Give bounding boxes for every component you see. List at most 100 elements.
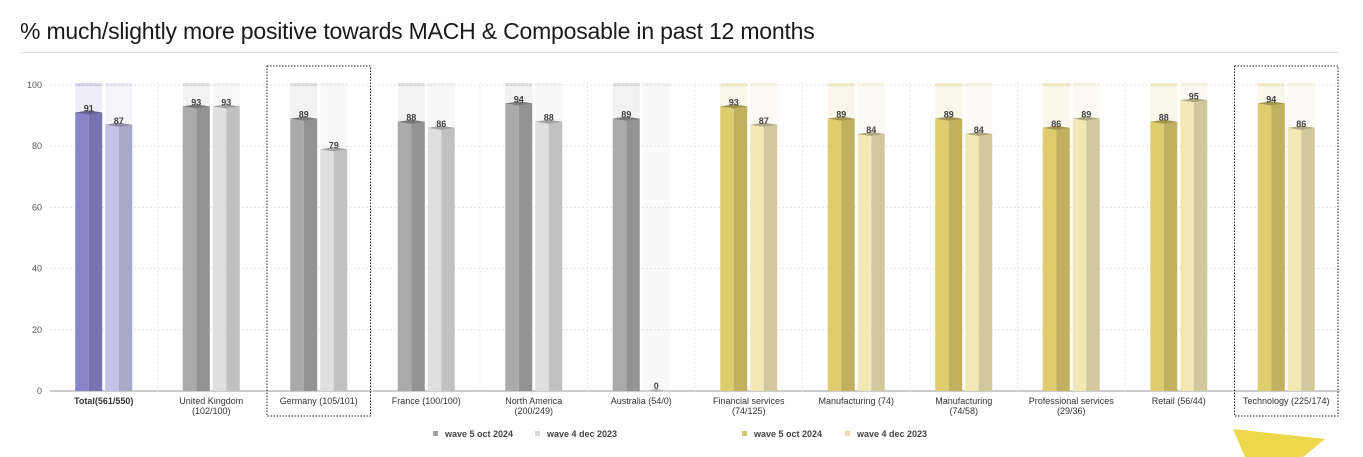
decorative-shape xyxy=(1233,429,1325,457)
bar-left-face xyxy=(105,124,119,391)
y-tick-label: 40 xyxy=(32,264,42,274)
bar-left-face xyxy=(935,118,949,391)
title-divider xyxy=(20,52,1338,53)
bar-left-face xyxy=(320,149,334,391)
bar-left-face xyxy=(535,121,549,391)
bar-right-face xyxy=(441,127,455,391)
bar-background-cap xyxy=(857,83,885,86)
y-tick-label: 0 xyxy=(37,386,42,396)
legend-swatch xyxy=(535,431,540,436)
x-tick-label: Australia (54/0) xyxy=(611,396,672,406)
bar-background-cap xyxy=(505,83,533,86)
bar-background-cap xyxy=(212,83,240,86)
bar-top xyxy=(1257,101,1285,106)
bar-background-cap xyxy=(1042,83,1070,86)
data-label: 87 xyxy=(114,116,124,126)
data-label: 84 xyxy=(866,125,876,135)
x-tick-label: Financial services (74/125) xyxy=(713,396,785,416)
bar-top xyxy=(642,389,670,392)
legend-label: wave 4 dec 2023 xyxy=(856,429,927,439)
bar-background-cap xyxy=(612,83,640,86)
bar-left-face xyxy=(1287,127,1302,391)
y-tick-label: 60 xyxy=(32,202,42,212)
data-label: 84 xyxy=(974,125,984,135)
x-tick-label: Professional services (29/36) xyxy=(1029,396,1115,416)
data-label: 91 xyxy=(84,104,94,114)
x-tick-label: Total(561/550) xyxy=(74,396,133,406)
bar-top xyxy=(105,122,133,127)
bar-background-cap xyxy=(965,83,993,86)
bar-top xyxy=(720,104,748,109)
bar-top xyxy=(1287,125,1315,130)
bar-right-face xyxy=(303,118,318,391)
data-label: 95 xyxy=(1189,91,1199,101)
bar-left-face xyxy=(1042,127,1057,391)
bar-top xyxy=(182,104,210,109)
bar-background-cap xyxy=(720,83,748,86)
x-tick-label: Germany (105/101) xyxy=(280,396,358,406)
bar-top xyxy=(535,119,563,124)
bar-right-face xyxy=(518,103,533,392)
bar-left-face xyxy=(1150,121,1164,391)
bar-background-cap xyxy=(535,83,563,86)
bar-top xyxy=(935,116,963,121)
x-tick-label: Retail (56/44) xyxy=(1152,396,1206,406)
y-tick-label: 20 xyxy=(32,325,42,335)
bar-right-face xyxy=(1193,100,1208,392)
bar-right-face xyxy=(333,149,348,391)
bar-background-cap xyxy=(1072,83,1100,86)
bar-background-cap xyxy=(642,83,670,86)
data-label: 87 xyxy=(759,116,769,126)
data-label: 89 xyxy=(836,110,846,120)
bar-left-face xyxy=(612,118,627,391)
bar-top xyxy=(505,101,533,106)
bar-top xyxy=(212,104,240,109)
bar-top xyxy=(75,110,103,115)
legend-swatch xyxy=(433,431,438,436)
bar-left-face xyxy=(397,121,412,391)
bar-left-face xyxy=(212,106,227,392)
bar-top xyxy=(320,147,348,152)
bar-left-face xyxy=(290,118,304,391)
legend-label: wave 5 oct 2024 xyxy=(444,429,513,439)
bar-background-cap xyxy=(105,83,133,86)
data-label: 86 xyxy=(1051,119,1061,129)
bar-background xyxy=(642,85,670,391)
bar-right-face xyxy=(548,121,563,391)
bar-right-face xyxy=(1301,127,1315,391)
data-label: 88 xyxy=(406,113,416,123)
bar-background-cap xyxy=(1180,83,1208,86)
highlight-box xyxy=(266,65,371,417)
legend-label: wave 5 oct 2024 xyxy=(753,429,822,439)
data-label: 93 xyxy=(729,97,739,107)
bar-left-face xyxy=(505,103,519,392)
bar-top xyxy=(290,116,318,121)
bar-background-cap xyxy=(750,83,778,86)
bar-right-face xyxy=(88,112,103,391)
bar-right-face xyxy=(763,124,778,391)
bar-background-cap xyxy=(290,83,318,86)
y-tick-label: 80 xyxy=(32,141,42,151)
bar-left-face xyxy=(827,118,842,391)
data-label: 94 xyxy=(1266,94,1276,104)
data-label: 88 xyxy=(1159,113,1169,123)
x-tick-label: United Kingdom (102/100) xyxy=(179,396,243,416)
bar-background-cap xyxy=(75,83,103,86)
bar-background-cap xyxy=(1287,83,1315,86)
data-label: 89 xyxy=(1081,110,1091,120)
chart-title: % much/slightly more positive towards MA… xyxy=(20,18,815,44)
data-label: 0 xyxy=(654,381,659,391)
bar-top xyxy=(397,119,425,124)
data-label: 93 xyxy=(221,97,231,107)
bar-background-cap xyxy=(320,83,348,86)
data-label: 93 xyxy=(191,97,201,107)
data-label: 89 xyxy=(621,110,631,120)
data-label: 89 xyxy=(944,110,954,120)
bar-right-face xyxy=(948,118,963,391)
bar-top xyxy=(1180,98,1208,103)
bar-background-cap xyxy=(1150,83,1178,86)
bar-right-face xyxy=(1271,103,1285,392)
bar-top xyxy=(1150,119,1178,124)
bar-background-cap xyxy=(397,83,425,86)
bar-right-face xyxy=(978,133,993,391)
